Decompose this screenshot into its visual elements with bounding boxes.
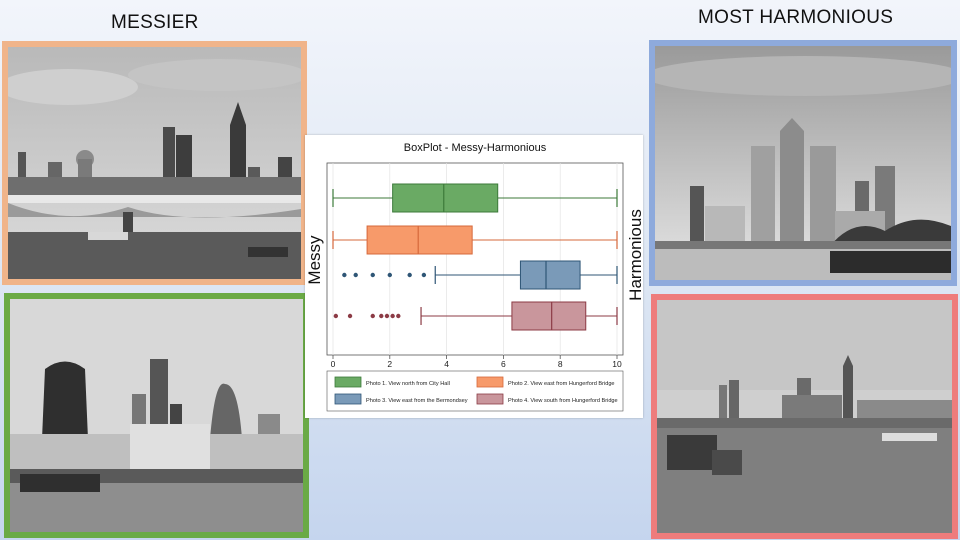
outlier-point <box>407 272 412 278</box>
x-tick-label: 0 <box>331 359 336 369</box>
outlier-point <box>333 313 339 319</box>
outlier-point <box>387 272 392 278</box>
x-tick-layer: 0 2 4 6 8 10 <box>331 355 622 369</box>
outlier-point <box>342 272 347 278</box>
iqr-box <box>366 225 473 255</box>
x-tick-label: 10 <box>612 359 622 369</box>
outlier-point <box>370 272 375 278</box>
messier-heading: MESSIER <box>111 12 199 33</box>
legend-label-2: Photo 2. View east from Hungerford Bridg… <box>508 381 615 387</box>
outlier-point <box>347 313 353 319</box>
x-tick-label: 4 <box>444 359 449 369</box>
outlier-point <box>390 313 395 319</box>
box-layer <box>332 183 618 331</box>
photo-4-frame <box>651 294 958 539</box>
boxplot-chart: BoxPlot - Messy-Harmonious Messy Harmoni… <box>305 142 643 412</box>
legend-swatch-2 <box>476 376 504 388</box>
right-axis-label: Harmonious <box>626 209 643 301</box>
legend-box <box>326 370 624 412</box>
outlier-point <box>353 272 358 278</box>
outlier-point <box>379 313 384 319</box>
box-series-2 <box>332 225 618 255</box>
legend-swatch-4 <box>476 393 504 405</box>
left-axis-label: Messy <box>305 235 324 285</box>
iqr-box <box>392 183 499 213</box>
x-tick-label: 2 <box>387 359 392 369</box>
box-series-1 <box>332 183 618 213</box>
legend-label-4: Photo 4. View south from Hungerford Brid… <box>508 398 618 404</box>
outlier-point <box>396 313 401 319</box>
box-series-4 <box>333 301 618 331</box>
photo-3-frame <box>649 40 957 286</box>
iqr-box <box>519 260 581 290</box>
outlier-point <box>370 313 375 319</box>
legend-label-3: Photo 3. View east from the Bermondsey <box>366 398 468 404</box>
photo-3-city-skyline <box>655 46 951 280</box>
photo-1-city-skyline <box>8 47 301 279</box>
most-harmonious-heading: MOST HARMONIOUS <box>698 7 894 28</box>
box-series-3 <box>342 260 618 290</box>
iqr-box <box>511 301 587 331</box>
photo-1-frame <box>2 41 307 285</box>
outlier-point <box>384 313 390 319</box>
legend-label-1: Photo 1. View north from City Hall <box>366 381 450 387</box>
boxplot-chart-card: BoxPlot - Messy-Harmonious Messy Harmoni… <box>305 135 643 418</box>
x-tick-label: 6 <box>501 359 506 369</box>
legend-swatch-3 <box>334 393 362 405</box>
photo-2-frame <box>4 293 309 538</box>
legend-swatch-1 <box>334 376 362 388</box>
legend-layer: Photo 1. View north from City Hall Photo … <box>334 376 618 405</box>
photo-4-city-skyline <box>657 300 952 533</box>
outlier-point <box>421 272 427 278</box>
x-tick-label: 8 <box>558 359 563 369</box>
chart-title: BoxPlot - Messy-Harmonious <box>404 142 547 154</box>
photo-2-city-skyline <box>10 299 303 532</box>
